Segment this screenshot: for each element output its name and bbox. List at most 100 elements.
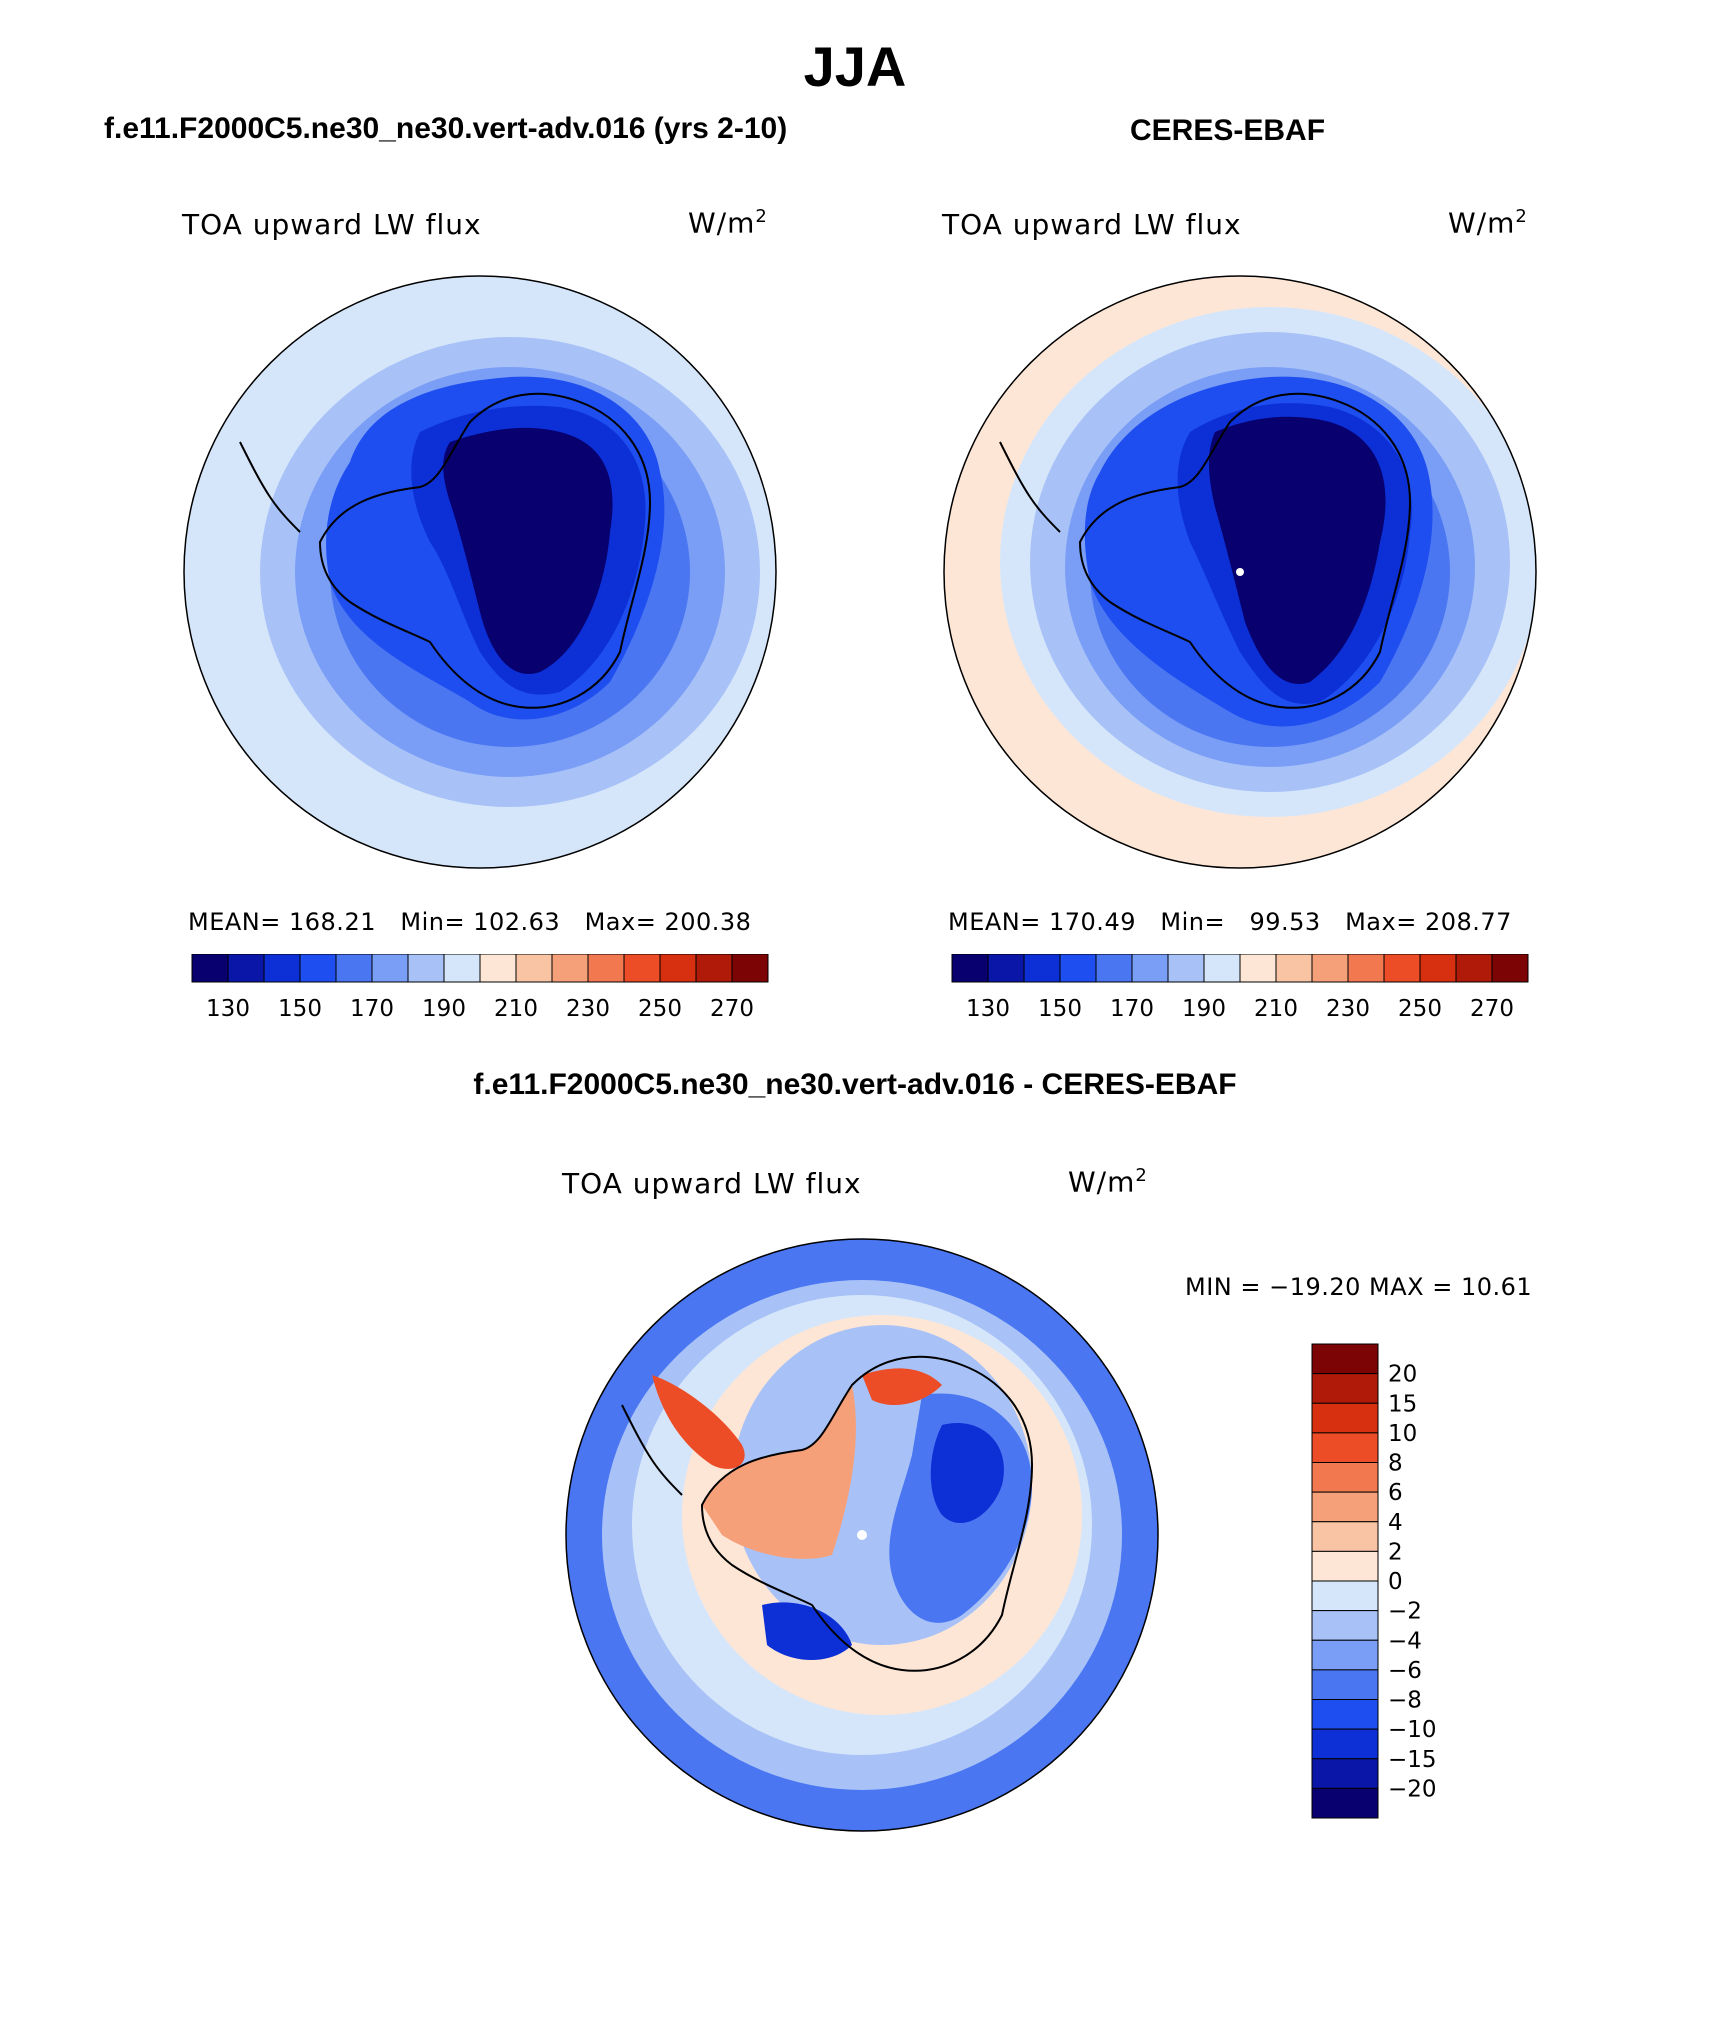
obs-polar-map bbox=[943, 275, 1537, 869]
peninsula-coast bbox=[999, 441, 1061, 533]
colorbar-tick-label: 150 bbox=[278, 996, 322, 1022]
colorbar-swatch bbox=[659, 954, 697, 983]
obs-panel-heading: CERES-EBAF bbox=[1130, 114, 1326, 147]
peninsula-coast bbox=[239, 441, 301, 533]
colorbar-swatch bbox=[1311, 1728, 1379, 1760]
colorbar-tick-label: −2 bbox=[1388, 1599, 1422, 1625]
diff-unit-label: W/m2 bbox=[1068, 1165, 1148, 1199]
colorbar-tick-label: 170 bbox=[350, 996, 394, 1022]
pole-point bbox=[1236, 568, 1244, 576]
map-fill-east-darkblue bbox=[930, 1423, 1004, 1524]
colorbar-tick-label: 130 bbox=[966, 996, 1010, 1022]
model-unit-label: W/m2 bbox=[688, 206, 768, 240]
map-fill-ross-blue bbox=[762, 1602, 852, 1660]
colorbar-tick-label: 10 bbox=[1388, 1421, 1417, 1447]
colorbar-tick-label: 130 bbox=[206, 996, 250, 1022]
colorbar-swatch bbox=[1311, 1521, 1379, 1552]
colorbar-swatch bbox=[1095, 954, 1133, 983]
colorbar-tick-label: 230 bbox=[566, 996, 610, 1022]
diff-minmax: MIN = −19.20 MAX = 10.61 bbox=[1185, 1273, 1533, 1301]
colorbar-swatch bbox=[1311, 1639, 1379, 1671]
colorbar-swatch bbox=[1059, 954, 1097, 983]
colorbar-tick-label: −10 bbox=[1388, 1717, 1437, 1743]
colorbar-tick-label: 15 bbox=[1388, 1391, 1417, 1417]
diff-variable-label: TOA upward LW flux bbox=[562, 1167, 862, 1200]
obs-variable-label: TOA upward LW flux bbox=[942, 208, 1242, 241]
colorbar-swatch bbox=[1311, 1610, 1379, 1641]
colorbar-swatch bbox=[1311, 1373, 1379, 1404]
colorbar-swatch bbox=[587, 954, 625, 983]
colorbar-swatch bbox=[479, 954, 517, 983]
main-title: JJA bbox=[803, 35, 907, 98]
colorbar-tick-label: 170 bbox=[1110, 996, 1154, 1022]
colorbar-swatch bbox=[1311, 1402, 1379, 1434]
colorbar-swatch bbox=[695, 954, 733, 983]
diff-polar-map bbox=[565, 1238, 1159, 1832]
colorbar-tick-label: −15 bbox=[1388, 1747, 1437, 1773]
colorbar-tick-label: −4 bbox=[1388, 1628, 1422, 1654]
model-polar-map bbox=[183, 275, 777, 869]
colorbar-swatch bbox=[623, 954, 661, 983]
colorbar-swatch bbox=[1311, 1432, 1379, 1463]
map-border bbox=[943, 275, 1537, 869]
map-border bbox=[565, 1238, 1159, 1832]
colorbar-tick-label: 210 bbox=[1254, 996, 1298, 1022]
colorbar-tick-label: 6 bbox=[1388, 1480, 1403, 1506]
map-fill-west-orange bbox=[702, 1385, 856, 1559]
colorbar-tick-label: 190 bbox=[422, 996, 466, 1022]
colorbar-swatch bbox=[987, 954, 1025, 983]
colorbar-swatch bbox=[1203, 954, 1241, 983]
colorbar-swatch bbox=[1311, 1343, 1379, 1375]
colorbar-tick-label: 4 bbox=[1388, 1510, 1403, 1536]
colorbar-swatch bbox=[263, 954, 301, 983]
colorbar-swatch bbox=[731, 954, 769, 983]
coastline bbox=[318, 392, 652, 709]
colorbar-swatch bbox=[1275, 954, 1313, 983]
colorbar-swatch bbox=[1311, 1699, 1379, 1730]
obs-stats: MEAN= 170.49 Min= 99.53 Max= 208.77 bbox=[948, 908, 1512, 936]
colorbar-swatch bbox=[335, 954, 373, 983]
model-variable-label: TOA upward LW flux bbox=[182, 208, 482, 241]
colorbar-swatch bbox=[1311, 954, 1349, 983]
colorbar-tick-label: −20 bbox=[1388, 1776, 1437, 1802]
colorbar-swatch bbox=[1311, 1758, 1379, 1789]
colorbar-swatch bbox=[407, 954, 445, 983]
coastline bbox=[700, 1355, 1034, 1672]
colorbar-swatch bbox=[1239, 954, 1277, 983]
colorbar-swatch bbox=[1419, 954, 1457, 983]
map-fill-north-red bbox=[862, 1368, 942, 1405]
colorbar-swatch bbox=[551, 954, 589, 983]
colorbar-tick-label: 190 bbox=[1182, 996, 1226, 1022]
colorbar-swatch bbox=[1311, 1550, 1379, 1582]
colorbar-tick-label: 0 bbox=[1388, 1569, 1403, 1595]
colorbar-swatch bbox=[1023, 954, 1061, 983]
colorbar-swatch bbox=[1167, 954, 1205, 983]
obs-unit-label: W/m2 bbox=[1448, 206, 1528, 240]
colorbar-tick-label: 2 bbox=[1388, 1539, 1403, 1565]
colorbar-swatch bbox=[191, 954, 229, 983]
colorbar-swatch bbox=[1491, 954, 1529, 983]
colorbar-swatch bbox=[1455, 954, 1493, 983]
colorbar-swatch bbox=[1311, 1669, 1379, 1700]
colorbar-tick-label: 270 bbox=[710, 996, 754, 1022]
colorbar-swatch bbox=[1311, 1462, 1379, 1493]
colorbar-tick-label: 250 bbox=[1398, 996, 1442, 1022]
colorbar-tick-label: 270 bbox=[1470, 996, 1514, 1022]
colorbar-tick-label: 230 bbox=[1326, 996, 1370, 1022]
colorbar-swatch bbox=[443, 954, 481, 983]
colorbar-swatch bbox=[951, 954, 989, 983]
obs-colorbar: 130 150 170 190 210 230 250 270 bbox=[951, 954, 1529, 1022]
peninsula-coast bbox=[621, 1404, 683, 1496]
colorbar-tick-label: 8 bbox=[1388, 1451, 1403, 1477]
model-stats: MEAN= 168.21 Min= 102.63 Max= 200.38 bbox=[188, 908, 752, 936]
colorbar-swatch bbox=[515, 954, 553, 983]
colorbar-swatch bbox=[1311, 1491, 1379, 1523]
colorbar-swatch bbox=[1131, 954, 1169, 983]
colorbar-swatch bbox=[1311, 1580, 1379, 1612]
colorbar-tick-label: −6 bbox=[1388, 1658, 1422, 1684]
colorbar-tick-label: 210 bbox=[494, 996, 538, 1022]
colorbar-swatch bbox=[1383, 954, 1421, 983]
diff-panel-heading: f.e11.F2000C5.ne30_ne30.vert-adv.016 - C… bbox=[473, 1068, 1237, 1101]
colorbar-swatch bbox=[1311, 1787, 1379, 1819]
